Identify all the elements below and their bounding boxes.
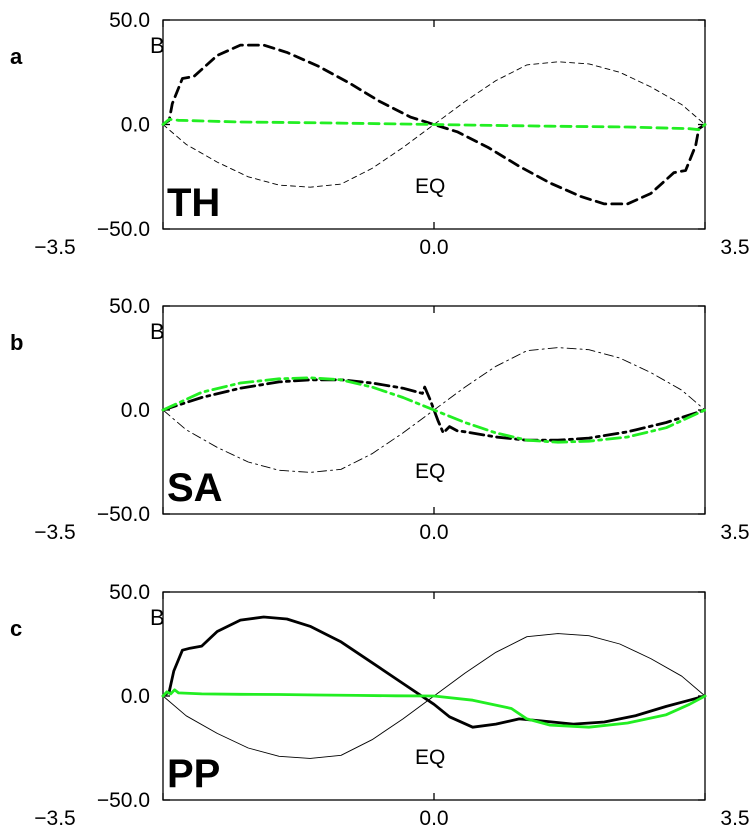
region-label: PP [167,752,220,796]
series-line-green [161,376,707,444]
y-tick-label: 50.0 [109,9,150,32]
eq-annotation: EQ [415,175,445,198]
series-line-thick-black [161,378,707,442]
y-tick-label: 0.0 [121,399,150,422]
panel-b: 50.0 0.0 −50.0 −3.5 0.0 3.5 b B SA EQ [10,295,750,544]
x-tick-label: 3.5 [720,236,749,259]
x-tick-label: 3.5 [720,521,749,544]
eq-annotation: EQ [415,460,445,483]
x-tick-label: 3.5 [720,807,749,830]
panel-c: 50.0 0.0 −50.0 −3.5 0.0 3.5 c B PP EQ [10,581,750,830]
panel-letter: a [10,44,23,69]
x-tick-label: −3.5 [34,807,75,830]
corner-label: B [150,319,165,344]
y-tick-label: −50.0 [97,789,150,812]
series-line-thick-black [161,615,707,729]
y-tick-label: 50.0 [109,581,150,604]
series-line-green [161,117,707,132]
y-tick-label: 0.0 [121,685,150,708]
y-tick-label: 50.0 [109,295,150,318]
x-tick-label: 0.0 [419,236,448,259]
panel-letter: c [10,616,22,641]
x-tick-label: −3.5 [34,521,75,544]
series-line-green [161,688,707,729]
region-label: SA [167,466,223,510]
y-tick-label: −50.0 [97,218,150,241]
panel-letter: b [10,330,23,355]
x-tick-label: 0.0 [419,807,448,830]
panel-a: 50.0 0.0 −50.0 −3.5 0.0 3.5 a B TH EQ [10,9,750,259]
series-line-thin-black [162,61,706,188]
y-tick-label: 0.0 [121,114,150,137]
x-tick-label: 0.0 [419,521,448,544]
y-tick-label: −50.0 [97,503,150,526]
x-tick-label: −3.5 [34,236,75,259]
eq-annotation: EQ [415,746,445,769]
series-line-thick-black [161,43,707,206]
corner-label: B [150,605,165,630]
region-label: TH [167,181,220,225]
corner-label: B [150,33,165,58]
